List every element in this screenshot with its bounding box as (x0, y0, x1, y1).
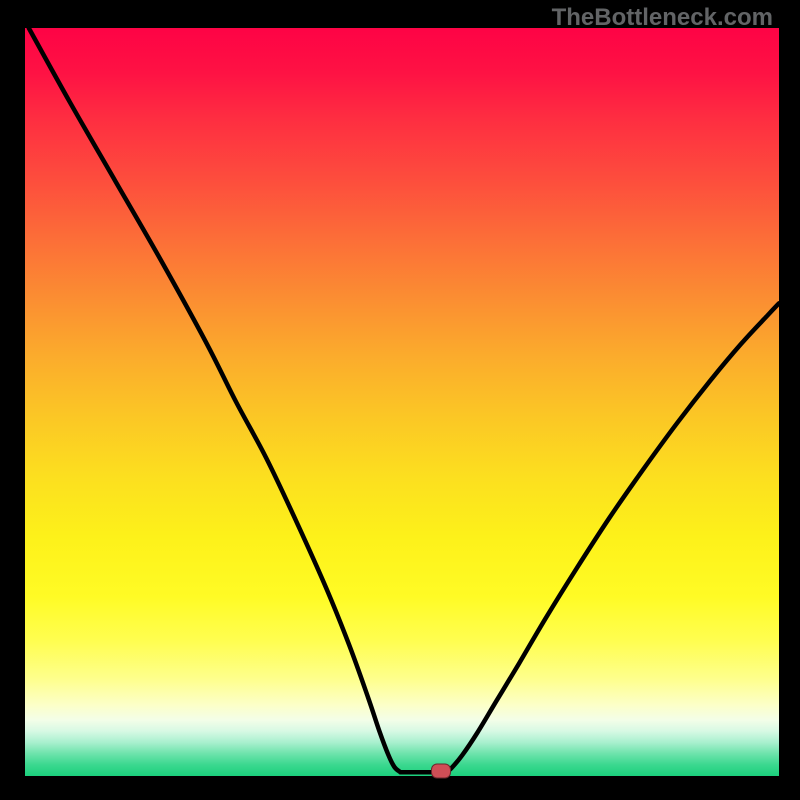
bottleneck-marker (431, 763, 451, 778)
plot-area: TheBottleneck.com (25, 28, 779, 776)
bottleneck-curve (25, 28, 779, 776)
chart-container: TheBottleneck.com (0, 0, 800, 800)
watermark-text: TheBottleneck.com (552, 4, 773, 32)
